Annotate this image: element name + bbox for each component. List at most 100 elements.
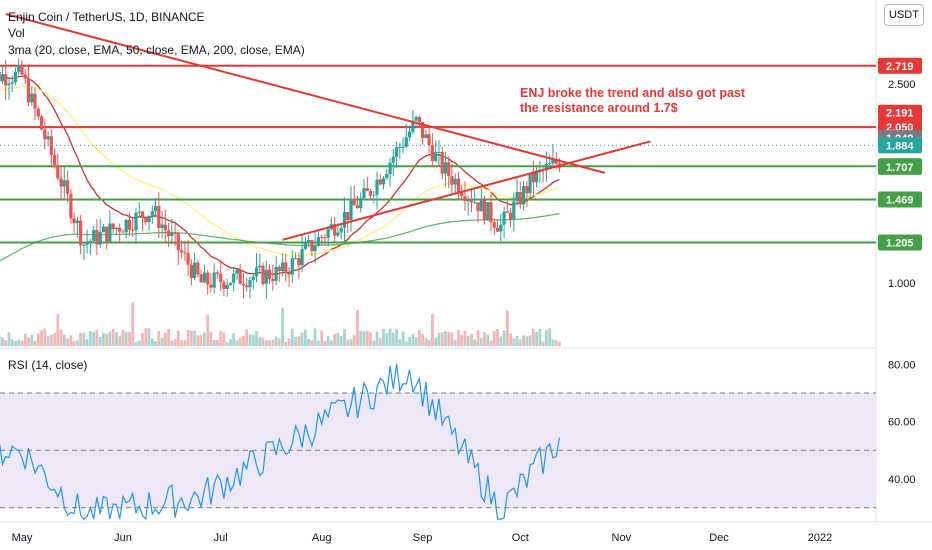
- volume-bar: [229, 339, 232, 346]
- candle-body: [313, 245, 317, 252]
- volume-bar: [62, 334, 66, 346]
- candle-body: [13, 71, 18, 83]
- candle-body: [206, 272, 210, 285]
- candle-body: [258, 265, 262, 268]
- candle-body: [434, 151, 438, 161]
- candle-body: [264, 269, 268, 284]
- volume-bar: [82, 332, 86, 346]
- volume-bar: [281, 307, 284, 346]
- volume-bar: [388, 328, 392, 346]
- volume-bar: [447, 331, 451, 346]
- candle-body: [525, 186, 529, 194]
- volume-bar: [339, 336, 343, 346]
- currency-badge[interactable]: USDT: [884, 4, 924, 26]
- candle-body: [522, 186, 526, 205]
- candle-body: [88, 240, 92, 243]
- volume-bar: [56, 314, 60, 346]
- volume-bar: [131, 302, 135, 346]
- volume-bar: [212, 339, 216, 346]
- volume-bar: [382, 329, 385, 346]
- volume-bar: [36, 333, 40, 346]
- volume-bar: [59, 329, 63, 346]
- candle-body: [225, 285, 229, 289]
- volume-bar: [414, 337, 418, 346]
- volume-bar: [235, 340, 239, 346]
- volume-bar: [85, 339, 89, 346]
- volume-bar: [509, 333, 512, 346]
- candle-body: [39, 116, 44, 130]
- price-tag: [878, 104, 922, 121]
- candle-body: [144, 217, 148, 223]
- volume-bar: [170, 340, 174, 346]
- volume-bar: [362, 331, 366, 346]
- candle-body: [385, 174, 389, 179]
- volume-bar: [128, 332, 131, 346]
- candle-body: [219, 273, 223, 283]
- volume-bar: [4, 340, 8, 346]
- volume-bar: [528, 335, 532, 346]
- volume-bar: [437, 333, 441, 346]
- volume-bar: [290, 328, 294, 346]
- volume-bar: [349, 339, 353, 346]
- volume-bar: [336, 333, 340, 346]
- time-tick-label: Jul: [214, 532, 228, 544]
- volume-bar: [124, 331, 128, 346]
- volume-bar: [287, 338, 291, 346]
- volume-bar: [496, 329, 499, 346]
- volume-bar: [14, 341, 17, 346]
- candle-body: [430, 144, 434, 162]
- candle-body: [140, 211, 145, 218]
- volume-bar: [440, 332, 444, 346]
- volume-bar: [512, 338, 516, 346]
- candle-body: [114, 227, 119, 230]
- candle-body: [82, 244, 86, 246]
- volume-bar: [98, 337, 102, 346]
- volume-bar: [43, 328, 47, 346]
- volume-bar: [30, 334, 34, 346]
- candle-body: [440, 151, 444, 174]
- candle-body: [254, 267, 259, 277]
- volume-bar: [108, 331, 112, 346]
- candle-body: [395, 147, 399, 157]
- candle-body: [0, 74, 5, 82]
- volume-bar: [518, 339, 522, 346]
- volume-bar: [541, 341, 545, 346]
- candle-body: [43, 129, 47, 140]
- volume-bar: [554, 340, 558, 346]
- candle-body: [160, 224, 164, 228]
- volume-bar: [186, 330, 190, 346]
- volume-bar: [479, 337, 483, 346]
- candle-body: [85, 242, 89, 245]
- volume-bar: [248, 334, 252, 346]
- candle-body: [134, 212, 138, 231]
- rsi-pane: 80.00 60.00 40.00: [0, 359, 916, 521]
- candle-body: [79, 220, 83, 246]
- rsi-tick-label: 40.00: [888, 474, 916, 486]
- candle-body: [372, 194, 376, 196]
- candle-body: [111, 223, 115, 230]
- volume-bar: [245, 329, 249, 346]
- volume-label: Vol: [8, 26, 25, 40]
- candle-body: [450, 176, 454, 185]
- candle-body: [235, 269, 239, 274]
- candle-body: [414, 116, 418, 121]
- volume-bar: [167, 329, 170, 346]
- volume-bar: [40, 330, 43, 346]
- candle-body: [183, 252, 187, 254]
- candle-body: [59, 178, 63, 187]
- price-tag: [878, 191, 922, 208]
- volume-bar: [53, 333, 56, 346]
- candle-body: [408, 131, 412, 138]
- volume-bar: [300, 332, 304, 346]
- candle-body: [228, 282, 233, 286]
- candle-body: [173, 232, 177, 234]
- volume-bar: [310, 340, 314, 346]
- candle-body: [362, 188, 366, 199]
- candle-body: [46, 136, 50, 140]
- candle-body: [4, 74, 8, 86]
- volume-bar: [121, 329, 125, 346]
- time-axis: May Jun Jul Aug Sep Oct Nov Dec 2022: [12, 532, 833, 544]
- candle-body: [486, 202, 490, 221]
- candle-body: [118, 227, 122, 232]
